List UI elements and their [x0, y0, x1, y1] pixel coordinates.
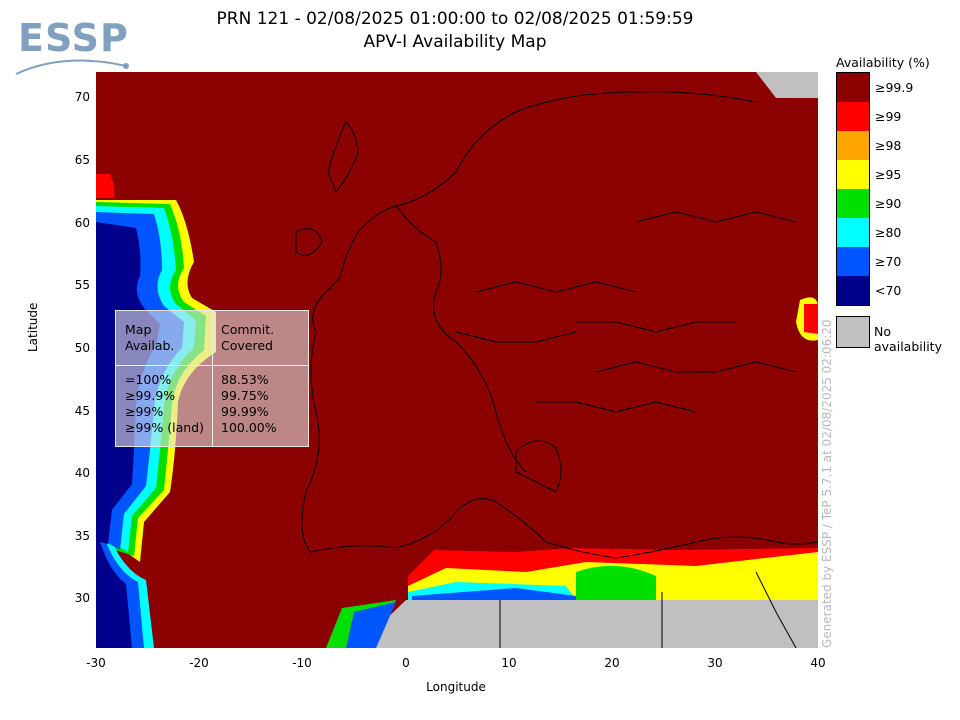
- east-red-patch: [804, 304, 818, 334]
- legend-label: ≥99: [875, 109, 902, 124]
- x-tick: 0: [402, 656, 410, 670]
- no-availability-label: No availability: [874, 324, 942, 354]
- legend-label: ≥70: [875, 254, 902, 269]
- x-axis-label: Longitude: [426, 680, 486, 694]
- generated-by-text: Generated by ESSP / TeP 5.7.1 at 02/08/2…: [820, 319, 834, 648]
- logo-swoosh-icon: [15, 59, 129, 75]
- legend-swatch: [837, 73, 869, 102]
- no-availability-africa: [356, 600, 818, 648]
- x-tick: 20: [604, 656, 620, 670]
- essp-logo: ESSP: [14, 14, 134, 80]
- map-availability-values: =100% ≥99.9% ≥99% ≥99% (land): [125, 372, 204, 435]
- logo-text: ESSP: [18, 16, 129, 60]
- coastlines: [295, 91, 818, 648]
- commit-covered-values: 88.53% 99.75% 99.99% 100.00%: [221, 372, 277, 435]
- map-availability-header: Map Availab.: [125, 322, 175, 353]
- table-divider-vertical: [212, 311, 213, 446]
- legend-swatch: [837, 218, 869, 247]
- y-tick: 50: [74, 341, 90, 355]
- legend-swatch: [837, 189, 869, 218]
- map-subtitle: APV-I Availability Map: [363, 32, 547, 52]
- map-title: PRN 121 - 02/08/2025 01:00:00 to 02/08/2…: [216, 9, 694, 29]
- y-tick: 65: [74, 153, 90, 167]
- y-tick: 30: [74, 591, 90, 605]
- x-tick: 30: [707, 656, 723, 670]
- y-tick: 70: [74, 90, 90, 104]
- northwest-red-patch: [96, 174, 115, 198]
- legend-label: <70: [875, 283, 902, 298]
- y-axis-label-text: Latitude: [26, 302, 40, 352]
- x-tick: -10: [292, 656, 312, 670]
- legend-swatch: [837, 276, 869, 305]
- y-axis-label: Latitude: [26, 272, 40, 352]
- commit-covered-header: Commit. Covered: [221, 322, 275, 353]
- legend-swatch: [837, 131, 869, 160]
- y-tick: 60: [74, 216, 90, 230]
- y-tick: 55: [74, 278, 90, 292]
- legend-label: ≥99.9: [875, 80, 914, 95]
- x-tick: -30: [86, 656, 106, 670]
- legend-color-bar: [836, 72, 870, 306]
- legend-swatch: [837, 247, 869, 276]
- legend-swatch: [837, 160, 869, 189]
- y-tick: 40: [74, 466, 90, 480]
- x-tick: 40: [810, 656, 826, 670]
- no-availability-northeast: [756, 72, 818, 98]
- legend-title: Availability (%): [836, 55, 930, 70]
- table-divider-horizontal: [116, 365, 308, 366]
- legend-label: ≥80: [875, 225, 902, 240]
- no-availability-swatch: [836, 316, 870, 348]
- southwest-gradient-blue: [346, 602, 396, 648]
- x-tick: 10: [501, 656, 517, 670]
- availability-stats-table: Map Availab. Commit. Covered =100% ≥99.9…: [115, 310, 309, 447]
- legend-label: ≥98: [875, 138, 902, 153]
- y-tick: 45: [74, 404, 90, 418]
- south-band-green: [576, 565, 656, 600]
- legend-label: ≥90: [875, 196, 902, 211]
- south-band-blue: [412, 588, 576, 600]
- y-tick: 35: [74, 529, 90, 543]
- legend-label: ≥95: [875, 167, 902, 182]
- x-tick: -20: [189, 656, 209, 670]
- legend-swatch: [837, 102, 869, 131]
